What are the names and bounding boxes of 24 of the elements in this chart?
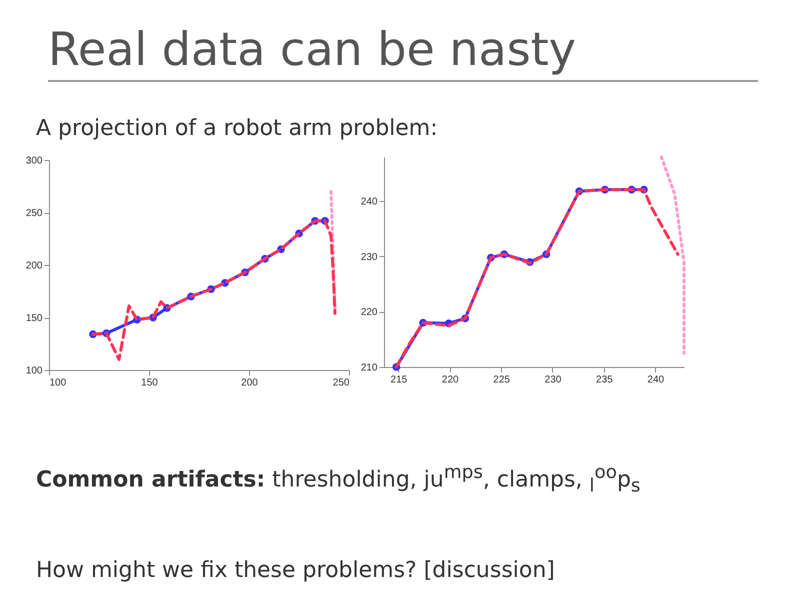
y-tick-label: 300	[26, 156, 43, 166]
text: Common artifacts: thresholding, ju$^{mps}$, clamps, $_{l}$$^{oo}$p$_{s}$	[36, 462, 640, 497]
x-tick-label: 215	[390, 374, 408, 386]
line-series	[660, 156, 686, 355]
chart-subtitle: A projection of a robot arm problem:	[36, 116, 438, 141]
y-tick-label: 220	[360, 307, 378, 318]
y-tick-label: 100	[26, 366, 43, 376]
x-tick-label: 100	[50, 378, 67, 388]
chart-title: Real data can be nasty	[48, 22, 758, 82]
y-tick-label: 230	[360, 252, 378, 263]
y-tick-label: 210	[360, 362, 378, 374]
x-tick-label: 230	[544, 374, 562, 386]
x-tick-label: 200	[241, 378, 258, 388]
x-tick-label: 150	[141, 378, 158, 388]
y-tick-label: 240	[360, 196, 378, 208]
x-tick-label: 225	[493, 374, 510, 386]
y-tick-label: 150	[26, 313, 43, 324]
x-tick-label: 240	[647, 374, 665, 386]
text: How might we fix these problems? [discussion]	[36, 558, 555, 583]
x-tick-label: 250	[332, 378, 350, 388]
x-tick-label: 235	[596, 374, 614, 386]
x-tick-label: 220	[442, 374, 460, 386]
y-tick-label: 200	[26, 260, 43, 272]
y-tick-label: 250	[26, 208, 43, 219]
